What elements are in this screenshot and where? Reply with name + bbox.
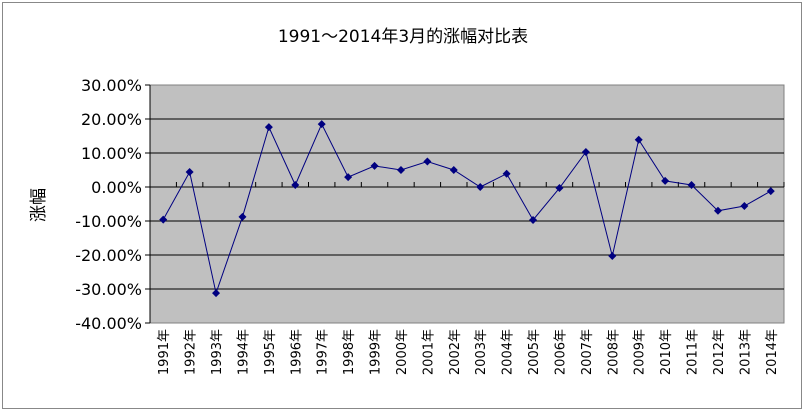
data-point (608, 252, 617, 261)
data-point (317, 120, 326, 129)
data-point (529, 215, 538, 224)
data-point (449, 166, 458, 174)
data-point (423, 157, 432, 166)
data-point (634, 135, 643, 144)
x-tick-label: 2013年 (738, 329, 753, 375)
data-point (581, 147, 590, 156)
data-point (555, 184, 564, 193)
x-tick-label: 2006年 (553, 329, 568, 375)
data-point (159, 215, 168, 224)
data-point (766, 187, 775, 196)
series-line (162, 122, 772, 295)
x-tick-label: 2009年 (633, 329, 648, 375)
data-point (476, 183, 485, 191)
data-point (396, 166, 405, 174)
data-point (687, 180, 696, 189)
data-point (740, 202, 749, 211)
x-tick-label: 1996年 (289, 329, 304, 375)
x-tick-label: 1992年 (184, 329, 199, 375)
x-tick-label: 1997年 (316, 329, 331, 375)
x-tick-label: 1995年 (263, 329, 278, 375)
x-tick-label: 2008年 (606, 329, 621, 375)
x-tick-label: 1994年 (236, 329, 251, 375)
x-tick-label: 2004年 (501, 329, 516, 375)
data-point (344, 173, 353, 182)
x-tick-label: 1998年 (342, 329, 357, 375)
y-tick-label: 30.00% (81, 76, 142, 95)
data-point (661, 176, 670, 185)
x-tick-label: 2000年 (395, 329, 410, 375)
y-axis-label: 涨幅 (29, 188, 49, 222)
x-tick-label: 2014年 (765, 329, 780, 375)
data-point (212, 289, 221, 298)
y-tick-label: 0.00% (91, 178, 142, 197)
data-point (502, 169, 511, 178)
y-tick-label: -30.00% (75, 280, 142, 299)
y-tick-label: -10.00% (75, 212, 142, 231)
x-tick-label: 1993年 (210, 329, 225, 375)
data-point (238, 212, 247, 221)
data-point (264, 123, 273, 132)
x-tick-label: 2007年 (580, 329, 595, 375)
y-tick-label: 20.00% (81, 110, 142, 129)
x-tick-label: 2005年 (527, 329, 542, 375)
chart-title: 1991～2014年3月的涨幅对比表 (278, 27, 528, 47)
data-point (713, 206, 722, 215)
x-tick-label: 2003年 (474, 329, 489, 375)
plot-area (149, 84, 785, 324)
y-tick-label: -20.00% (75, 246, 142, 265)
data-point (291, 180, 300, 189)
y-tick-label: 10.00% (81, 144, 142, 163)
data-point (185, 168, 194, 177)
chart-frame (2, 2, 802, 409)
x-tick-label: 2001年 (421, 329, 436, 375)
y-tick-label: -40.00% (75, 314, 142, 333)
x-tick-label: 2012年 (712, 329, 727, 375)
x-tick-label: 1999年 (369, 329, 384, 375)
x-tick-label: 2002年 (448, 329, 463, 375)
data-point (370, 161, 379, 170)
x-tick-label: 2011年 (686, 329, 701, 375)
x-tick-label: 2010年 (659, 329, 674, 375)
x-tick-label: 1991年 (157, 329, 172, 375)
